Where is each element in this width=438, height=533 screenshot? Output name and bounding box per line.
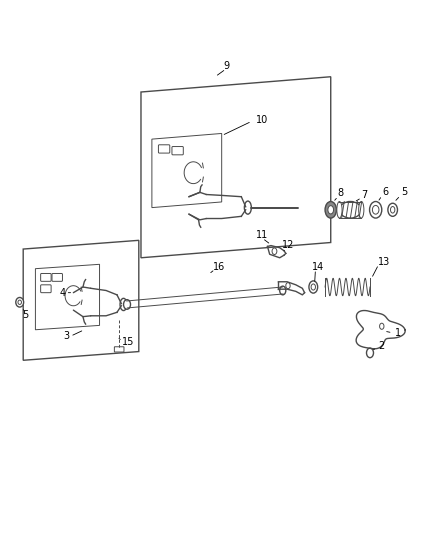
- Ellipse shape: [311, 284, 315, 290]
- Ellipse shape: [18, 300, 21, 304]
- Ellipse shape: [371, 205, 378, 214]
- Text: 6: 6: [381, 187, 388, 197]
- Ellipse shape: [369, 201, 381, 218]
- Ellipse shape: [120, 298, 127, 311]
- Text: 5: 5: [22, 310, 28, 320]
- Text: 13: 13: [378, 257, 390, 267]
- Text: 14: 14: [312, 262, 324, 271]
- Text: 9: 9: [223, 61, 229, 71]
- Text: 3: 3: [63, 332, 69, 341]
- Ellipse shape: [358, 201, 363, 218]
- Ellipse shape: [123, 300, 130, 309]
- Text: 16: 16: [213, 262, 225, 272]
- Ellipse shape: [272, 248, 276, 254]
- FancyBboxPatch shape: [41, 285, 51, 293]
- Ellipse shape: [390, 206, 394, 213]
- FancyBboxPatch shape: [158, 145, 170, 153]
- FancyBboxPatch shape: [41, 273, 51, 281]
- Polygon shape: [141, 77, 330, 258]
- Ellipse shape: [379, 323, 383, 329]
- Ellipse shape: [327, 206, 333, 214]
- FancyBboxPatch shape: [172, 147, 183, 155]
- Ellipse shape: [16, 297, 24, 307]
- Ellipse shape: [308, 281, 317, 293]
- Text: 15: 15: [121, 337, 134, 348]
- Text: 1: 1: [394, 328, 400, 338]
- Ellipse shape: [244, 201, 251, 214]
- Polygon shape: [23, 240, 138, 360]
- FancyBboxPatch shape: [114, 347, 124, 352]
- Text: 8: 8: [337, 188, 343, 198]
- Text: 4: 4: [59, 288, 65, 297]
- Text: 10: 10: [255, 115, 268, 125]
- Ellipse shape: [285, 282, 290, 289]
- Text: 5: 5: [400, 187, 406, 197]
- Text: 2: 2: [377, 341, 383, 351]
- Polygon shape: [152, 133, 221, 208]
- Ellipse shape: [366, 348, 373, 358]
- Text: 7: 7: [361, 190, 367, 199]
- Ellipse shape: [336, 201, 341, 218]
- Text: 11: 11: [255, 230, 268, 240]
- Ellipse shape: [387, 203, 396, 216]
- Ellipse shape: [279, 286, 285, 295]
- Text: 12: 12: [281, 240, 293, 249]
- Polygon shape: [35, 264, 99, 330]
- FancyBboxPatch shape: [52, 273, 62, 281]
- Ellipse shape: [324, 201, 336, 218]
